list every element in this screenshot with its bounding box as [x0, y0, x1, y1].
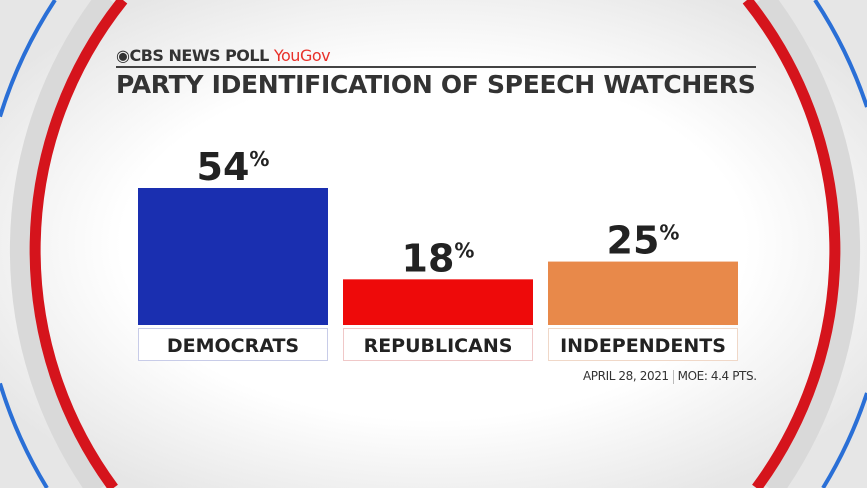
- partner-label: YouGov: [273, 46, 331, 65]
- data-label: 18%: [402, 236, 475, 280]
- percent-sign: %: [249, 147, 269, 171]
- red-ring: [29, 0, 841, 488]
- chart-title: PARTY IDENTIFICATION OF SPEECH WATCHERS: [116, 70, 756, 99]
- data-label: 54%: [197, 145, 270, 189]
- grey-ring: [9, 0, 861, 488]
- category-box: [138, 328, 328, 361]
- percent-sign: %: [659, 221, 679, 245]
- bar-independents: [548, 261, 738, 325]
- category-label: REPUBLICANS: [364, 335, 513, 357]
- footer-separator: [672, 369, 674, 384]
- poll-header: ◉CBS NEWS POLL YouGov: [116, 46, 331, 65]
- percent-sign: %: [454, 238, 474, 262]
- bar-republicans: [343, 279, 533, 325]
- header-divider: [116, 66, 756, 68]
- brand-label: CBS NEWS POLL: [129, 46, 269, 65]
- category-box: [548, 328, 738, 361]
- margin-of-error: MOE: 4.4 PTS.: [677, 369, 757, 383]
- bar-democrats: [138, 188, 328, 325]
- cbs-eye-icon: ◉: [116, 46, 130, 65]
- category-box: [343, 328, 533, 361]
- category-label: INDEPENDENTS: [560, 335, 726, 357]
- footer: APRIL 28, 2021 MOE: 4.4 PTS.: [583, 369, 757, 384]
- category-label: DEMOCRATS: [167, 335, 299, 357]
- poll-date: APRIL 28, 2021: [583, 369, 669, 383]
- data-label: 25%: [607, 219, 680, 263]
